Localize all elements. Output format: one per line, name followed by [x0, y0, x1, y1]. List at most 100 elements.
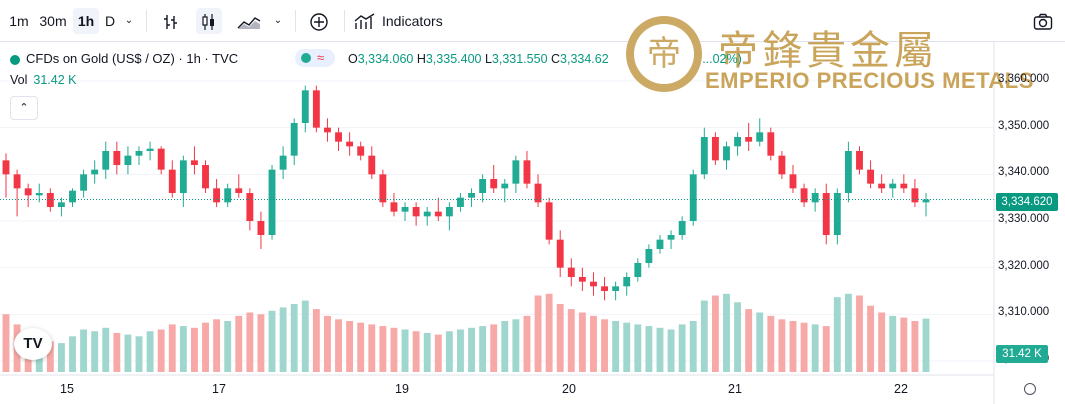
candle-body [346, 141, 354, 147]
candle [479, 174, 487, 203]
candle [490, 165, 498, 193]
logo-english-text: EMPERIO PRECIOUS METALS [705, 68, 1034, 93]
volume-bar [257, 314, 265, 372]
candle-body [80, 174, 88, 191]
interval-30m[interactable]: 30m [39, 13, 67, 29]
add-compare-icon[interactable] [306, 8, 332, 34]
candle [856, 146, 863, 175]
candle [390, 193, 398, 217]
chevron-down-icon[interactable]: ⌄ [273, 15, 283, 26]
candle [312, 85, 320, 133]
market-status-pill[interactable]: ≈ [295, 49, 335, 67]
candle-body [179, 160, 187, 193]
volume-bar [844, 293, 852, 372]
screenshot-button[interactable] [1030, 8, 1056, 34]
price-tick: 3,320.000 [998, 260, 1050, 272]
candles-icon [202, 14, 214, 31]
volume-bar [102, 327, 110, 372]
candle [789, 165, 797, 193]
candle-body [490, 179, 498, 189]
volume-bar [911, 321, 919, 372]
candle [46, 188, 54, 212]
candle [91, 160, 99, 184]
open-label: O [348, 52, 358, 66]
candle [146, 141, 154, 161]
candle-body [13, 174, 21, 189]
candle-body [878, 183, 886, 189]
interval-d[interactable]: D [104, 13, 116, 29]
candle [501, 179, 509, 203]
candle-body [412, 207, 420, 217]
volume-bar [523, 315, 531, 372]
candle-body [401, 207, 409, 212]
collapse-legend-button[interactable]: ⌃ [10, 96, 38, 120]
candle-body [789, 174, 797, 189]
candle-body [612, 286, 620, 291]
ohlc-readout: O3,334.060 H3,335.400 L3,331.550 C3,334.… [348, 50, 742, 68]
interval-1m[interactable]: 1m [9, 13, 29, 29]
candle [601, 277, 608, 301]
candle-body [135, 151, 143, 156]
volume-bar [723, 293, 730, 372]
symbol-legend[interactable]: CFDs on Gold (US$ / OZ) · 1h · TVC [10, 50, 238, 68]
candle-body [567, 267, 575, 277]
live-dot-icon [301, 53, 311, 63]
volume-bar [357, 322, 365, 372]
candle [168, 160, 176, 198]
time-tick: 15 [60, 382, 74, 396]
change-value: ...02%) [702, 52, 742, 66]
volume-bar [190, 327, 198, 372]
price-tick: 3,340.000 [998, 166, 1050, 178]
volume-bar [767, 315, 775, 372]
volume-bar [623, 322, 631, 372]
time-tick: 20 [562, 382, 576, 396]
volume-bar [301, 300, 309, 372]
area-style-icon[interactable] [234, 8, 264, 34]
area-chart-icon [237, 17, 261, 30]
candle-body [434, 211, 442, 217]
time-tick: 22 [894, 382, 908, 396]
candle-body [379, 174, 387, 203]
bar-chart-style-icon[interactable] [158, 8, 184, 34]
interval-1h[interactable]: 1h [73, 8, 99, 34]
volume-bar [811, 324, 819, 372]
candle-body [468, 193, 475, 198]
candle [667, 230, 675, 249]
candle [922, 193, 930, 217]
candle-body [290, 123, 298, 156]
tradingview-logo[interactable]: TV [14, 328, 52, 360]
volume-legend[interactable]: Vol 31.42 K [10, 73, 76, 87]
candle [412, 202, 420, 226]
candle-body [202, 165, 209, 189]
candle [135, 146, 143, 165]
candle-body [157, 148, 165, 170]
volume-bar [590, 315, 597, 372]
candle [756, 118, 764, 147]
candle [656, 235, 664, 254]
candle-body [767, 132, 775, 156]
volume-bar [235, 315, 243, 372]
candle-body [213, 188, 221, 203]
plus-circle-icon [310, 13, 328, 31]
volume-bar [468, 327, 475, 372]
volume-bar [390, 327, 398, 372]
settings-gear-icon[interactable] [1024, 383, 1036, 395]
candle-body [235, 188, 243, 193]
candle [634, 258, 642, 282]
open-value: 3,334.060 [357, 52, 414, 66]
candle-body [922, 199, 930, 203]
candle-body [778, 155, 786, 175]
volume-bar [246, 312, 254, 372]
volume-bar [656, 327, 664, 372]
chevron-down-icon[interactable]: ⌄ [124, 15, 134, 26]
candle [457, 193, 464, 212]
candles-style-icon[interactable] [196, 8, 222, 34]
candle [224, 183, 232, 207]
volume-bar [268, 310, 276, 372]
indicators-button[interactable]: Indicators [354, 8, 454, 34]
candle [612, 281, 620, 301]
volume-bar [678, 324, 686, 372]
candle [900, 174, 908, 193]
volume-bar [157, 329, 165, 372]
